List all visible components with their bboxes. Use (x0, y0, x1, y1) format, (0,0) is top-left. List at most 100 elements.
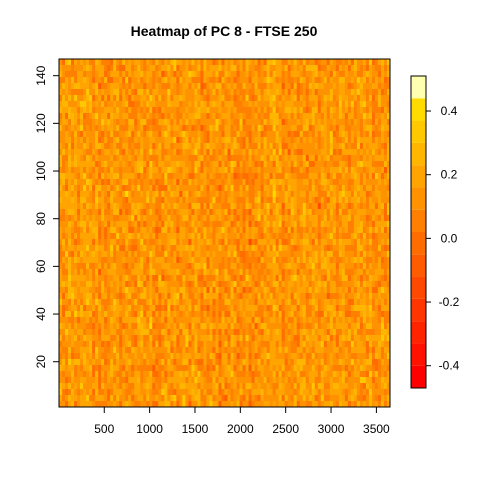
heatmap-cell (293, 119, 298, 126)
heatmap-cell (119, 155, 123, 162)
heatmap-cell (83, 203, 87, 210)
heatmap-cell (77, 215, 81, 222)
heatmap-cell (356, 263, 361, 270)
heatmap-cell (119, 209, 123, 216)
heatmap-cell (179, 137, 183, 144)
heatmap-cell (335, 275, 340, 282)
heatmap-cell (287, 263, 292, 270)
heatmap-cell (89, 77, 93, 84)
heatmap-cell (248, 71, 252, 78)
heatmap-cell (308, 185, 313, 192)
heatmap-cell (377, 137, 382, 144)
heatmap-cell (116, 311, 120, 318)
heatmap-cell (242, 317, 246, 324)
heatmap-cell (320, 131, 325, 138)
heatmap-cell (185, 323, 189, 330)
heatmap-cell (299, 275, 304, 282)
heatmap-cell (293, 263, 298, 270)
heatmap-cell (368, 293, 373, 300)
heatmap-cell (338, 191, 343, 198)
heatmap-cell (302, 251, 307, 258)
heatmap-cell (326, 65, 331, 72)
heatmap-cell (98, 329, 102, 336)
heatmap-cell (146, 71, 150, 78)
heatmap-cell (290, 209, 295, 216)
heatmap-cell (251, 293, 255, 300)
heatmap-cell (281, 125, 286, 132)
heatmap-cell (74, 131, 78, 138)
heatmap-cell (59, 233, 63, 240)
heatmap-cell (359, 143, 364, 150)
heatmap-cell (158, 293, 162, 300)
heatmap-cell (89, 209, 93, 216)
heatmap-cell (86, 203, 90, 210)
heatmap-cell (341, 209, 346, 216)
heatmap-cell (80, 215, 84, 222)
heatmap-cell (212, 77, 216, 84)
heatmap-cell (104, 173, 108, 180)
heatmap-cell (272, 239, 277, 246)
heatmap-cell (263, 173, 267, 180)
heatmap-cell (71, 137, 75, 144)
heatmap-cell (320, 107, 325, 114)
heatmap-cell (245, 245, 249, 252)
heatmap-cell (197, 113, 201, 120)
heatmap-cell (164, 317, 168, 324)
heatmap-cell (119, 143, 123, 150)
heatmap-cell (335, 311, 340, 318)
heatmap-cell (377, 185, 382, 192)
heatmap-cell (269, 125, 273, 132)
heatmap-cell (248, 245, 252, 252)
heatmap-cell (326, 173, 331, 180)
heatmap-cell (242, 269, 246, 276)
heatmap-cell (107, 83, 111, 90)
heatmap-cell (167, 209, 171, 216)
heatmap-cell (293, 293, 298, 300)
heatmap-cell (251, 119, 255, 126)
heatmap-cell (131, 119, 135, 126)
heatmap-cell (155, 101, 159, 108)
heatmap-cell (260, 179, 264, 186)
heatmap-cell (350, 221, 355, 228)
heatmap-cell (272, 143, 277, 150)
heatmap-cell (314, 149, 319, 156)
heatmap-cell (230, 191, 234, 198)
heatmap-cell (155, 245, 159, 252)
heatmap-cell (215, 155, 219, 162)
heatmap-cell (137, 77, 141, 84)
heatmap-cell (125, 299, 129, 306)
heatmap-cell (146, 263, 150, 270)
heatmap-cell (245, 179, 249, 186)
heatmap-cell (74, 257, 78, 264)
heatmap-cell (134, 107, 138, 114)
heatmap-cell (320, 311, 325, 318)
heatmap-cell (239, 185, 243, 192)
heatmap-cell (179, 317, 183, 324)
heatmap-cell (287, 317, 292, 324)
heatmap-cell (149, 149, 153, 156)
heatmap-cell (380, 185, 385, 192)
heatmap-cell (89, 329, 93, 336)
heatmap-cell (377, 227, 382, 234)
heatmap-cell (287, 245, 292, 252)
heatmap-cell (74, 137, 78, 144)
heatmap-cell (122, 281, 126, 288)
heatmap-cell (353, 59, 358, 66)
heatmap-cell (176, 119, 180, 126)
heatmap-cell (302, 59, 307, 66)
heatmap-cell (203, 77, 207, 84)
heatmap-cell (140, 233, 144, 240)
heatmap-cell (329, 263, 334, 270)
heatmap-cell (269, 287, 273, 294)
heatmap-cell (332, 107, 337, 114)
heatmap-cell (323, 281, 328, 288)
heatmap-cell (233, 101, 237, 108)
heatmap-cell (347, 149, 352, 156)
heatmap-cell (278, 65, 283, 72)
heatmap-cell (296, 149, 301, 156)
heatmap-cell (287, 95, 292, 102)
heatmap-cell (188, 323, 192, 330)
heatmap-cell (365, 299, 370, 306)
heatmap-cell (353, 311, 358, 318)
heatmap-cell (314, 239, 319, 246)
